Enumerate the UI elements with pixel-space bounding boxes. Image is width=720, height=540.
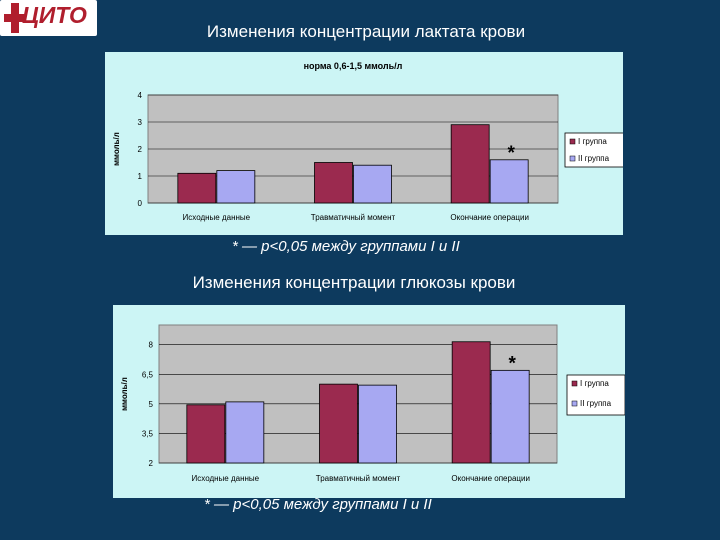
x-category-label: Окончание операции: [451, 474, 530, 483]
x-category-label: Окончание операции: [450, 213, 529, 222]
y-tick-label: 1: [138, 172, 143, 181]
glucose-chart-title: Изменения концентрации глюкозы крови: [192, 273, 516, 292]
cito-logo: ЦИТО: [0, 0, 97, 36]
y-tick-label: 3,5: [142, 429, 154, 438]
y-tick-label: 6,5: [142, 370, 154, 379]
legend-label: II группа: [578, 154, 610, 163]
significance-star: *: [507, 143, 515, 164]
x-category-label: Исходные данные: [183, 213, 251, 222]
bar: [451, 341, 491, 464]
medical-cross-icon: [4, 3, 26, 33]
y-axis-label: ммоль/л: [120, 377, 129, 411]
x-category-label: Травматичный момент: [311, 213, 396, 222]
y-tick-label: 5: [149, 400, 154, 409]
legend-label: I группа: [578, 137, 607, 146]
y-tick-label: 2: [138, 145, 143, 154]
bar: [225, 401, 265, 464]
bar: [186, 404, 226, 464]
x-category-label: Травматичный момент: [316, 474, 401, 483]
legend-box: [564, 132, 623, 168]
bar: [314, 162, 353, 204]
bar: [216, 170, 256, 204]
y-tick-label: 0: [138, 199, 143, 208]
y-tick-label: 2: [149, 459, 154, 468]
bar: [490, 369, 530, 464]
legend-swatch: [571, 380, 578, 387]
plot-area: [158, 324, 558, 464]
lactate-chart: норма 0,6-1,5 ммоль/л 0 1 2 3 4 ммоль/л Исходны…: [112, 61, 623, 222]
bar: [353, 164, 392, 204]
legend-label: II группа: [580, 399, 612, 408]
bar: [489, 159, 529, 204]
lactate-chart-panel: норма 0,6-1,5 ммоль/л 0 1 2 3 4 ммоль/л Исходны…: [105, 52, 623, 235]
x-category-label: Исходные данные: [192, 474, 260, 483]
glucose-chart-panel: 2 3,5 5 6,5 8 ммоль/л Исходные данные Травматич…: [113, 305, 625, 498]
bar: [177, 172, 217, 204]
logo-text: ЦИТО: [22, 2, 87, 28]
significance-star: *: [508, 353, 516, 374]
legend-label: I группа: [580, 379, 609, 388]
glucose-significance-note: * — p<0,05 между группами I и II: [204, 496, 432, 513]
y-tick-label: 3: [138, 118, 143, 127]
y-tick-label: 8: [149, 341, 154, 350]
legend-swatch: [569, 155, 576, 162]
bar: [450, 124, 490, 204]
chart-subtitle: норма 0,6-1,5 ммоль/л: [304, 61, 403, 71]
bar: [319, 383, 358, 464]
lactate-significance-note: * — p<0,05 между группами I и II: [232, 238, 460, 255]
y-tick-label: 4: [138, 91, 143, 100]
lactate-chart-title: Изменения концентрации лактата крови: [206, 22, 526, 41]
y-axis-label: ммоль/л: [112, 132, 121, 166]
bar: [358, 384, 397, 464]
glucose-chart: 2 3,5 5 6,5 8 ммоль/л Исходные данные Травматич…: [120, 324, 625, 483]
legend-swatch: [569, 138, 576, 145]
legend-swatch: [571, 400, 578, 407]
